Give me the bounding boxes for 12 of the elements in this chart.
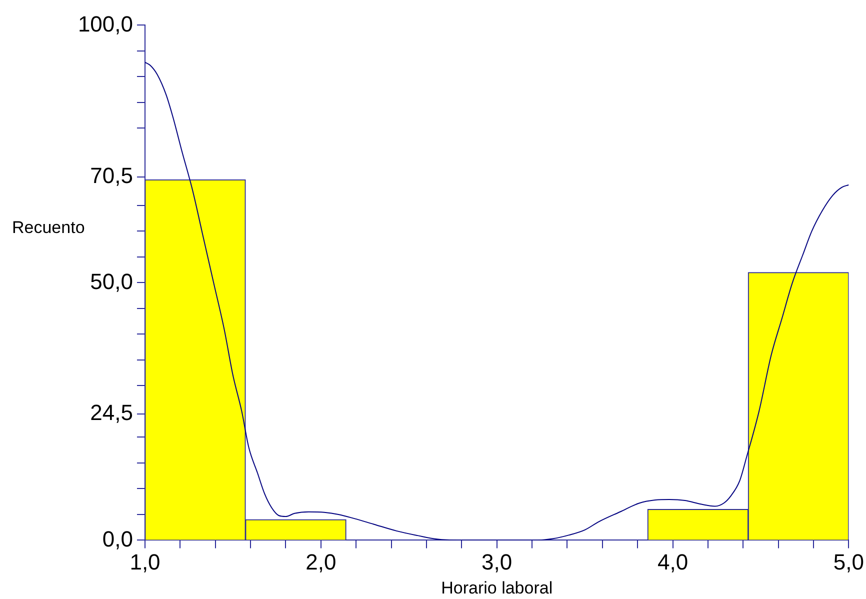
x-axis-title: Horario laboral	[441, 578, 553, 598]
y-tick-label: 0,0	[102, 526, 133, 552]
x-tick-label: 1,0	[130, 549, 160, 574]
x-tick-label: 4,0	[657, 549, 688, 574]
y-axis-title: Recuento	[12, 218, 85, 238]
x-tick-label: 2,0	[306, 549, 336, 574]
y-tick-label: 70,5	[90, 163, 133, 188]
x-tick-label: 5,0	[833, 549, 864, 574]
y-tick-label: 24,5	[90, 400, 133, 426]
y-tick-label: 50,0	[90, 268, 133, 294]
x-tick-label: 3,0	[482, 549, 512, 574]
y-tick-label: 100,0	[78, 11, 133, 36]
